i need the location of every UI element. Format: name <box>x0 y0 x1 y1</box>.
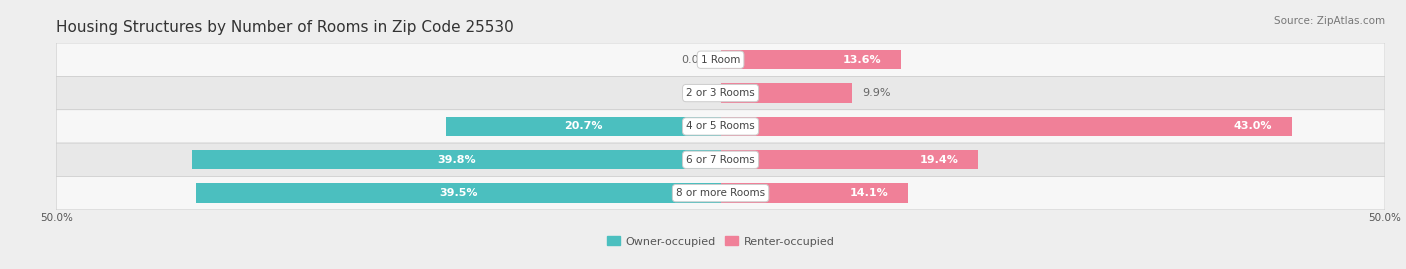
Text: 20.7%: 20.7% <box>564 121 602 132</box>
Text: 39.5%: 39.5% <box>439 188 478 198</box>
FancyBboxPatch shape <box>56 143 1385 176</box>
Text: 39.8%: 39.8% <box>437 155 475 165</box>
Text: 9.9%: 9.9% <box>863 88 891 98</box>
Text: 0.0%: 0.0% <box>682 88 710 98</box>
Legend: Owner-occupied, Renter-occupied: Owner-occupied, Renter-occupied <box>602 232 839 251</box>
Text: 8 or more Rooms: 8 or more Rooms <box>676 188 765 198</box>
Text: 4 or 5 Rooms: 4 or 5 Rooms <box>686 121 755 132</box>
Text: 14.1%: 14.1% <box>849 188 889 198</box>
Bar <box>721 183 908 203</box>
Bar <box>721 83 852 103</box>
Bar <box>446 117 721 136</box>
FancyBboxPatch shape <box>56 110 1385 143</box>
Text: 43.0%: 43.0% <box>1233 121 1272 132</box>
Bar <box>721 50 901 69</box>
Text: Housing Structures by Number of Rooms in Zip Code 25530: Housing Structures by Number of Rooms in… <box>56 20 515 35</box>
Bar <box>195 183 721 203</box>
Text: 6 or 7 Rooms: 6 or 7 Rooms <box>686 155 755 165</box>
Text: Source: ZipAtlas.com: Source: ZipAtlas.com <box>1274 16 1385 26</box>
Text: 19.4%: 19.4% <box>920 155 959 165</box>
Text: 13.6%: 13.6% <box>842 55 882 65</box>
FancyBboxPatch shape <box>56 76 1385 110</box>
Bar <box>721 150 979 169</box>
FancyBboxPatch shape <box>56 43 1385 76</box>
Text: 0.0%: 0.0% <box>682 55 710 65</box>
Bar <box>721 117 1292 136</box>
Bar <box>191 150 721 169</box>
Text: 1 Room: 1 Room <box>700 55 741 65</box>
Text: 2 or 3 Rooms: 2 or 3 Rooms <box>686 88 755 98</box>
FancyBboxPatch shape <box>56 176 1385 210</box>
